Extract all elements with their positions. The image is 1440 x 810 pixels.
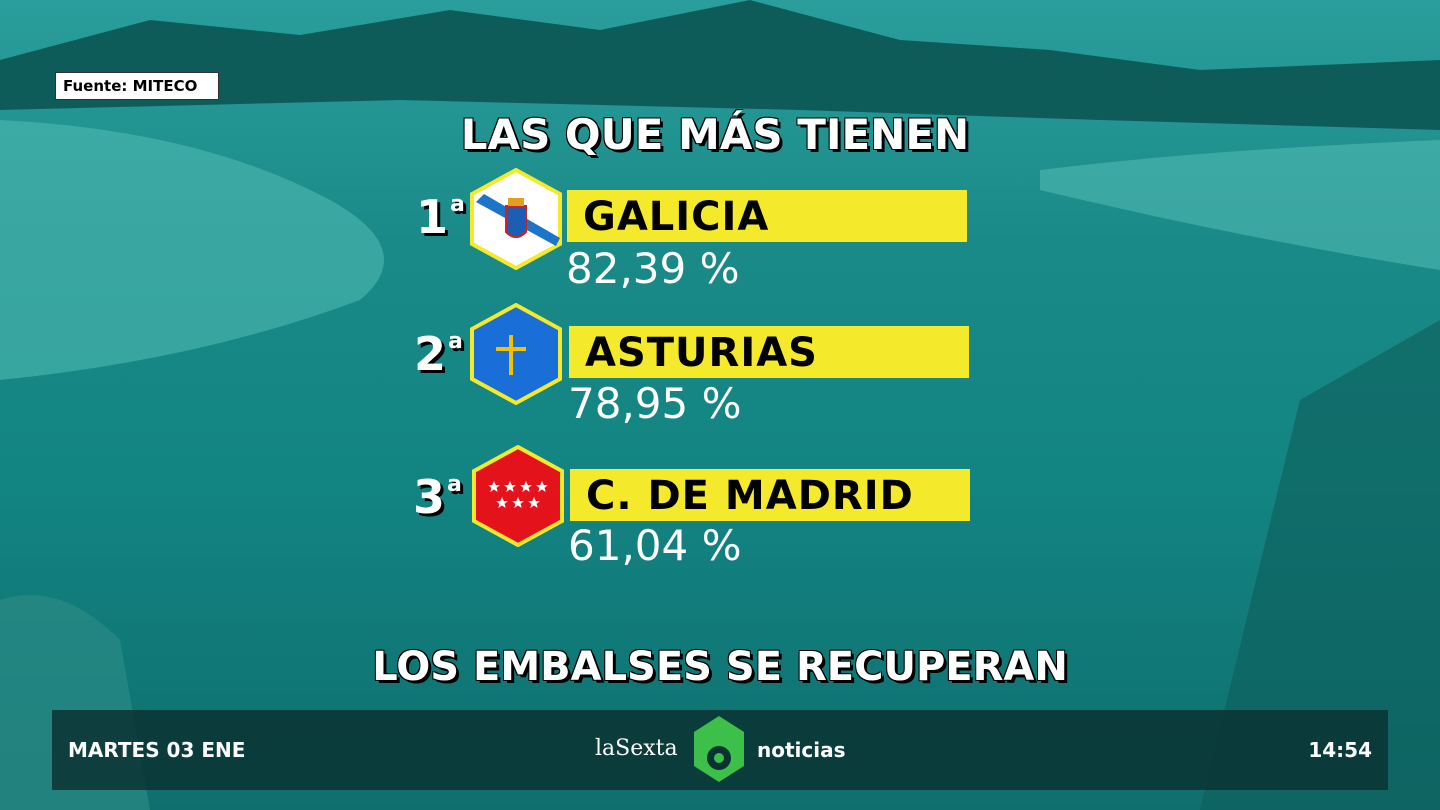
rank: 1a xyxy=(416,190,465,244)
madrid-flag xyxy=(472,445,564,547)
rank-suffix: a xyxy=(448,329,463,354)
footer-bar: MARTES 03 ENE laSexta noticias 14:54 xyxy=(52,710,1388,790)
rank-number: 3 xyxy=(413,470,446,524)
asturias-flag xyxy=(470,303,562,405)
source-box: Fuente: MITECO xyxy=(55,72,219,100)
rank-suffix: a xyxy=(447,472,462,497)
rank-number: 2 xyxy=(414,327,447,381)
region: C. DE MADRID xyxy=(586,473,914,519)
value: 78,95 % xyxy=(568,379,742,428)
time: 14:54 xyxy=(1308,738,1372,762)
brand-left: laSexta xyxy=(595,736,678,761)
rank-number: 1 xyxy=(416,190,449,244)
rank-suffix: a xyxy=(450,192,465,217)
region-bar: GALICIA xyxy=(567,190,967,242)
region-bar: C. DE MADRID xyxy=(570,469,970,521)
galicia-flag xyxy=(470,168,562,270)
date: MARTES 03 ENE xyxy=(68,738,246,762)
region: ASTURIAS xyxy=(585,330,818,376)
rank: 3a xyxy=(413,470,462,524)
region-bar: ASTURIAS xyxy=(569,326,969,378)
brand-right: noticias xyxy=(757,738,846,762)
headline: LOS EMBALSES SE RECUPERAN xyxy=(372,644,1068,690)
source: Fuente: MITECO xyxy=(63,77,198,95)
rank: 2a xyxy=(414,327,463,381)
value: 82,39 % xyxy=(566,244,740,293)
title: LAS QUE MÁS TIENEN xyxy=(460,110,970,159)
logo xyxy=(694,716,744,782)
region: GALICIA xyxy=(583,194,770,240)
value: 61,04 % xyxy=(568,521,742,570)
